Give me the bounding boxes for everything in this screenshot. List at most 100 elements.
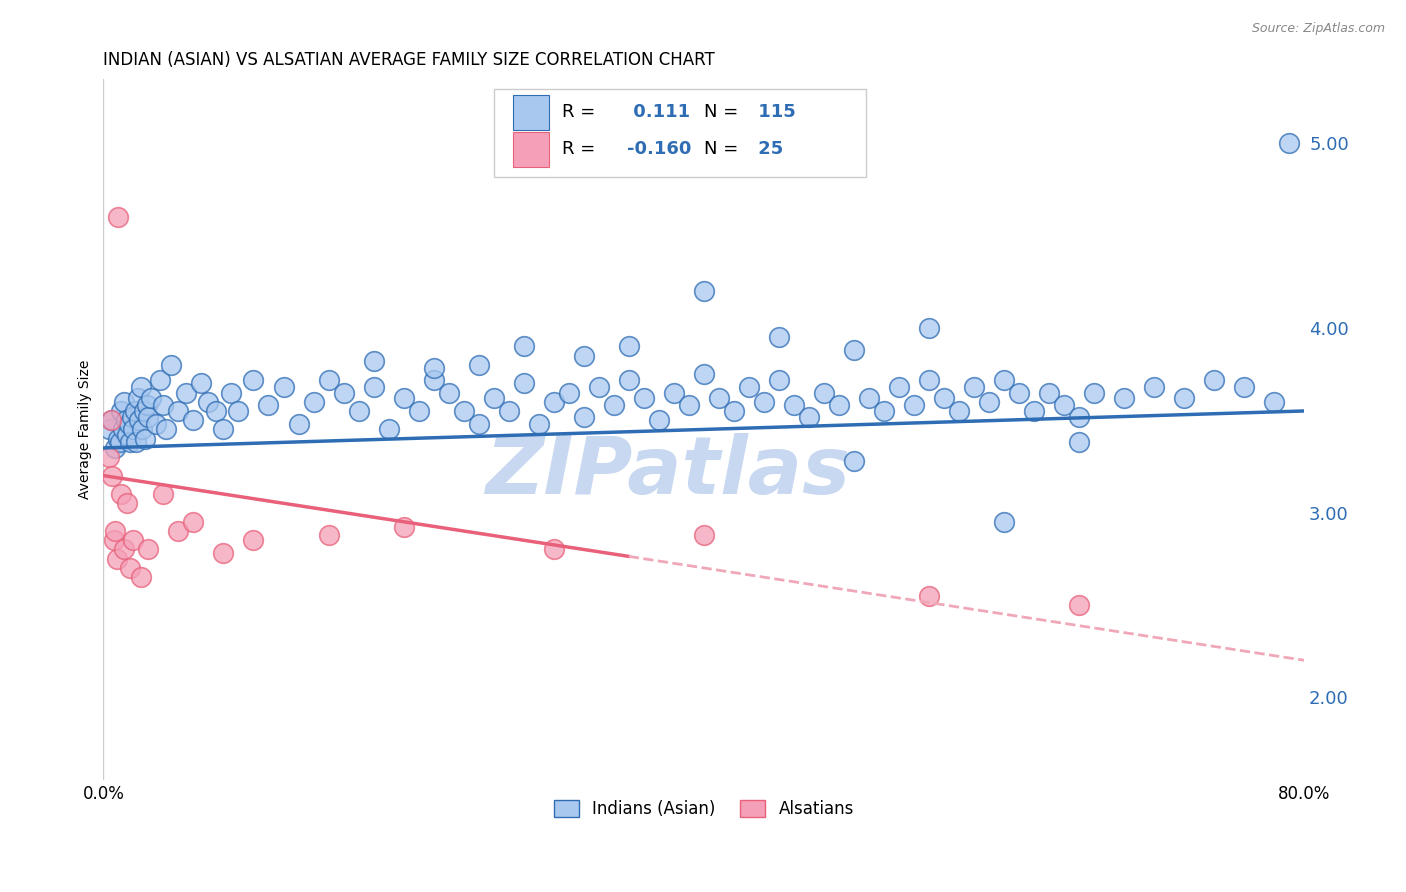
Point <box>887 380 910 394</box>
Point <box>1233 380 1256 394</box>
Point <box>115 413 138 427</box>
Point <box>174 385 197 400</box>
Point <box>190 376 212 391</box>
Point <box>408 404 430 418</box>
Point <box>603 399 626 413</box>
Point <box>152 399 174 413</box>
Point <box>918 589 941 603</box>
Point <box>963 380 986 394</box>
Point <box>125 435 148 450</box>
Point <box>98 450 121 464</box>
Point <box>543 394 565 409</box>
Point <box>103 533 125 548</box>
Point <box>135 399 157 413</box>
Point <box>112 394 135 409</box>
Point <box>512 376 534 391</box>
Point <box>903 399 925 413</box>
Point <box>707 391 730 405</box>
Point <box>453 404 475 418</box>
Text: R =: R = <box>562 103 595 121</box>
Point <box>104 441 127 455</box>
Point <box>1204 373 1226 387</box>
Point <box>633 391 655 405</box>
Text: R =: R = <box>562 140 595 158</box>
Point <box>693 527 716 541</box>
Point <box>100 413 122 427</box>
Point <box>482 391 505 405</box>
Point <box>797 409 820 424</box>
Point <box>422 373 444 387</box>
Point <box>392 391 415 405</box>
Point <box>693 284 716 298</box>
Text: N =: N = <box>704 103 738 121</box>
Point <box>128 413 150 427</box>
Point <box>1173 391 1195 405</box>
Point <box>219 385 242 400</box>
Point <box>467 358 489 372</box>
Point <box>318 527 340 541</box>
Point <box>1067 598 1090 612</box>
Point <box>977 394 1000 409</box>
Point <box>212 546 235 560</box>
Point <box>287 417 309 431</box>
Point <box>723 404 745 418</box>
Point <box>121 409 143 424</box>
Point <box>242 373 264 387</box>
Text: -0.160: -0.160 <box>627 140 692 158</box>
Point <box>512 339 534 353</box>
Point <box>842 454 865 468</box>
Point <box>752 394 775 409</box>
Point <box>117 496 139 510</box>
Point <box>183 515 205 529</box>
Point <box>120 561 142 575</box>
Point <box>1143 380 1166 394</box>
Point <box>132 404 155 418</box>
Point <box>257 399 280 413</box>
Point <box>228 404 250 418</box>
Point <box>467 417 489 431</box>
Point <box>145 417 167 431</box>
Point <box>813 385 835 400</box>
Point <box>1067 409 1090 424</box>
Point <box>108 435 131 450</box>
Point <box>105 551 128 566</box>
Point <box>1263 394 1285 409</box>
Point <box>783 399 806 413</box>
Point <box>437 385 460 400</box>
Point <box>363 354 385 368</box>
Point <box>543 542 565 557</box>
Point <box>932 391 955 405</box>
Point <box>738 380 761 394</box>
Point <box>527 417 550 431</box>
Point <box>205 404 228 418</box>
Point <box>662 385 685 400</box>
Point <box>572 409 595 424</box>
FancyBboxPatch shape <box>513 132 548 167</box>
Point <box>122 533 145 548</box>
Point <box>120 435 142 450</box>
Point <box>557 385 579 400</box>
Point <box>918 321 941 335</box>
Point <box>617 339 640 353</box>
Point <box>131 422 153 436</box>
Point <box>302 394 325 409</box>
Point <box>141 391 163 405</box>
Point <box>129 380 152 394</box>
Point <box>1112 391 1135 405</box>
Point <box>273 380 295 394</box>
Point <box>332 385 354 400</box>
Point <box>138 542 160 557</box>
Text: Source: ZipAtlas.com: Source: ZipAtlas.com <box>1251 22 1385 36</box>
Text: ZIPatlas: ZIPatlas <box>485 433 851 510</box>
Text: 0.111: 0.111 <box>627 103 690 121</box>
Point <box>1067 435 1090 450</box>
Point <box>318 373 340 387</box>
Y-axis label: Average Family Size: Average Family Size <box>79 359 93 500</box>
Point <box>768 373 790 387</box>
Point <box>828 399 851 413</box>
Point <box>107 210 129 224</box>
Point <box>127 391 149 405</box>
Point <box>134 432 156 446</box>
Point <box>101 413 124 427</box>
Point <box>110 487 132 501</box>
